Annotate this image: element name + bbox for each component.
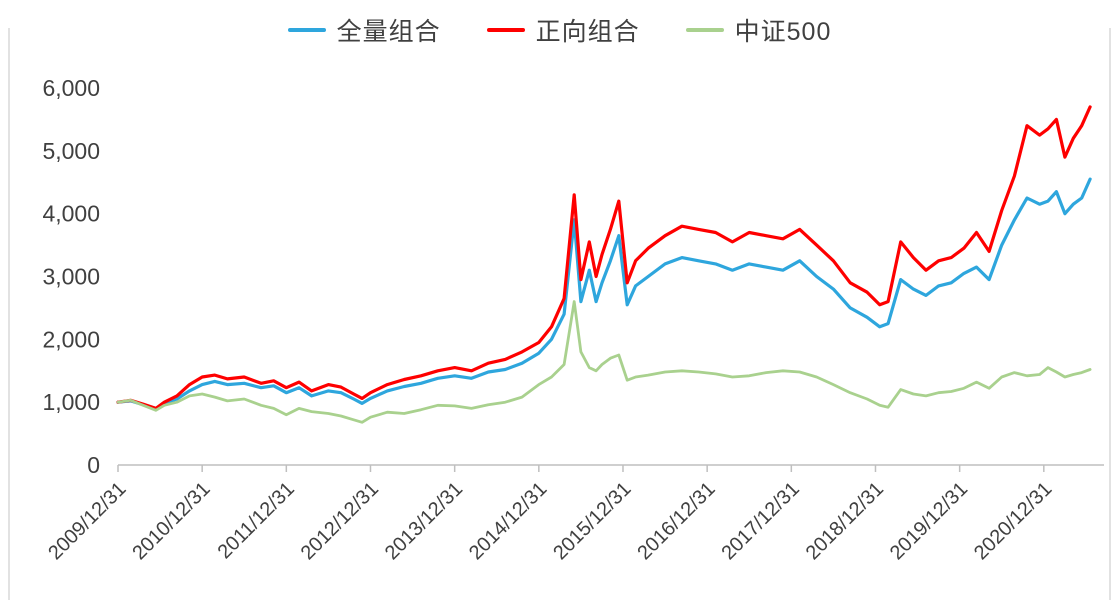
y-axis-label: 4,000	[42, 201, 100, 227]
x-axis-label: 2019/12/31	[886, 478, 972, 564]
legend-item-csi500: 中证500	[685, 12, 832, 48]
x-axis-label: 2010/12/31	[128, 478, 214, 564]
line-swatch-icon-blue	[287, 28, 326, 32]
legend-label-positive-portfolio: 正向组合	[535, 18, 640, 46]
x-axis-label: 2014/12/31	[465, 478, 551, 564]
x-axis-label: 2018/12/31	[802, 478, 888, 564]
legend-label-full-portfolio: 全量组合	[336, 18, 441, 46]
x-axis-label: 2016/12/31	[633, 478, 719, 564]
y-axis-label: 2,000	[42, 326, 100, 352]
x-axis-label: 2012/12/31	[297, 478, 383, 564]
y-axis-label: 1,000	[42, 389, 100, 415]
y-axis-label: 5,000	[42, 138, 100, 164]
x-axis-label: 2020/12/31	[970, 478, 1056, 564]
x-axis-label: 2017/12/31	[718, 478, 804, 564]
y-axis-label: 6,000	[42, 75, 100, 101]
legend-item-positive-portfolio: 正向组合	[486, 12, 640, 48]
legend-item-full-portfolio: 全量组合	[287, 12, 441, 48]
line-swatch-icon-green	[685, 28, 724, 32]
series-line-positive-portfolio	[116, 105, 1092, 410]
series-line-full-portfolio	[116, 177, 1092, 410]
chart-legend: 全量组合 正向组合 中证500	[0, 12, 1119, 48]
line-swatch-icon-red	[486, 28, 525, 32]
y-axis-label: 3,000	[42, 264, 100, 290]
x-axis-label: 2015/12/31	[549, 478, 635, 564]
y-axis-label: 0	[87, 452, 100, 478]
series-line-csi500	[116, 300, 1092, 424]
x-axis-label: 2009/12/31	[44, 478, 130, 564]
legend-label-csi500: 中证500	[734, 18, 832, 46]
x-axis-label: 2013/12/31	[381, 478, 467, 564]
x-axis-label: 2011/12/31	[214, 478, 299, 563]
